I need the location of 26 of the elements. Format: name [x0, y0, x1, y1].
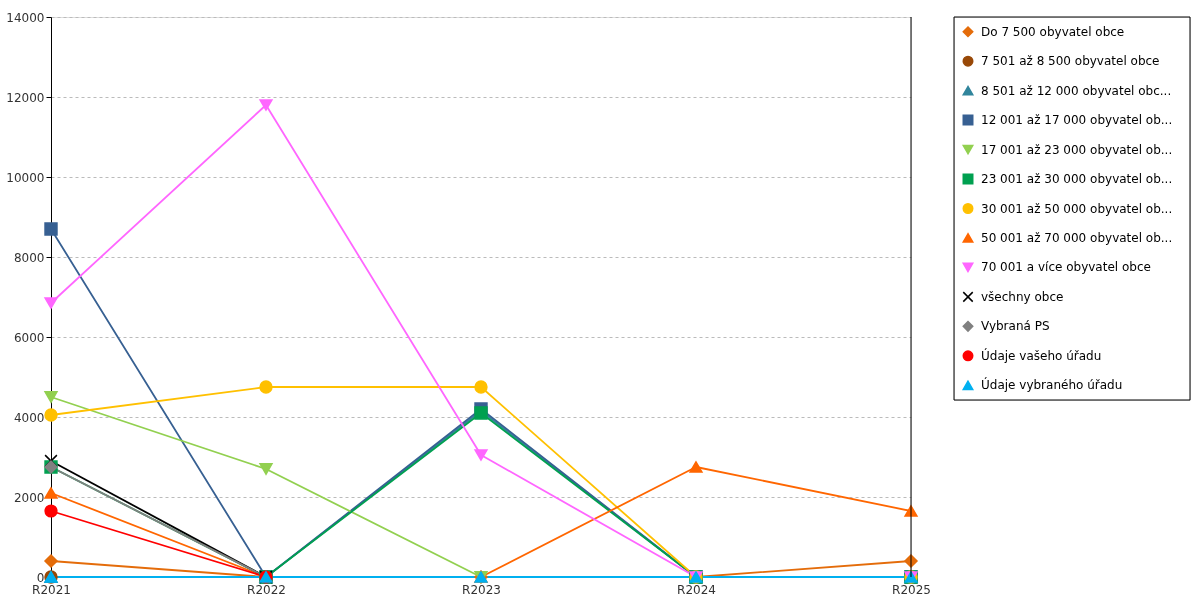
legend-label: 50 001 až 70 000 obyvatel ob...: [981, 230, 1173, 245]
legend-label: všechny obce: [981, 289, 1064, 304]
legend-label: 70 001 a více obyvatel obce: [981, 260, 1151, 275]
y-tick-label: 2000: [13, 490, 45, 505]
legend-label: Do 7 500 obyvatel obce: [981, 24, 1125, 39]
y-tick-label: 6000: [13, 330, 45, 345]
y-tick-label: 0: [36, 570, 45, 585]
y-tick-label: 10000: [6, 170, 45, 185]
x-tick-label: R2022: [247, 582, 286, 597]
y-tick-label: 12000: [6, 90, 45, 105]
legend-label: 17 001 až 23 000 obyvatel ob...: [981, 142, 1173, 157]
legend-label: Údaje vybraného úřadu: [981, 377, 1123, 393]
y-tick-label: 14000: [6, 10, 45, 25]
legend-label: 30 001 až 50 000 obyvatel ob...: [981, 201, 1173, 216]
x-tick-label: R2024: [677, 582, 716, 597]
x-tick-label: R2025: [892, 582, 931, 597]
legend-label: 12 001 až 17 000 obyvatel ob...: [981, 113, 1173, 128]
legend-label: 8 501 až 12 000 obyvatel obc...: [981, 83, 1172, 98]
y-tick-label: 4000: [13, 410, 45, 425]
y-tick-label: 8000: [13, 250, 45, 265]
x-tick-label: R2023: [462, 582, 501, 597]
legend-label: Vybraná PS: [981, 319, 1050, 334]
legend-label: 23 001 až 30 000 obyvatel ob...: [981, 172, 1173, 187]
legend-label: 7 501 až 8 500 obyvatel obce: [981, 54, 1160, 69]
x-tick-label: R2021: [32, 582, 71, 597]
legend-label: Údaje vašeho úřadu: [981, 347, 1102, 363]
